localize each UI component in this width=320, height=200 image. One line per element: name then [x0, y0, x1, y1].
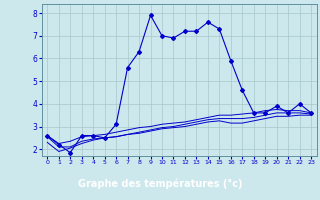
Text: Graphe des températures (°c): Graphe des températures (°c)	[78, 179, 242, 189]
